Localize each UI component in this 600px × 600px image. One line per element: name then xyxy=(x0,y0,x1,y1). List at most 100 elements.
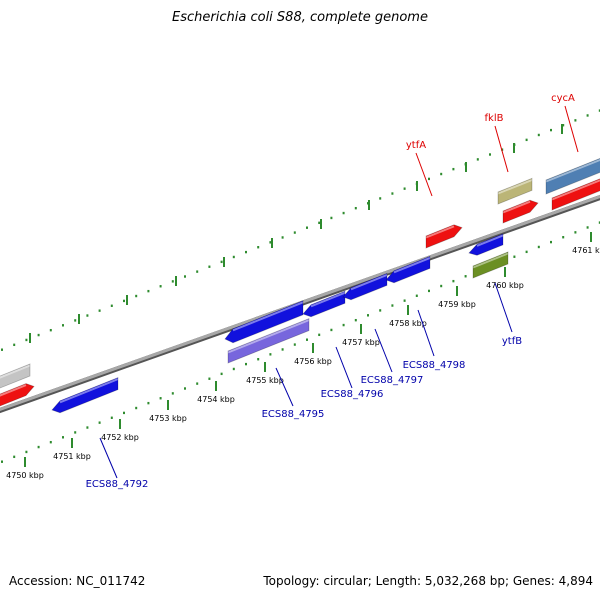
tick-dot xyxy=(110,304,113,307)
tick-dot xyxy=(354,318,357,322)
gene-fklB-olive-body xyxy=(498,178,532,204)
tick-dot xyxy=(220,372,223,376)
scale-label: 4756 kbp xyxy=(294,357,332,366)
genome-title: Escherichia coli S88, complete genome xyxy=(172,10,428,25)
label-ECS88-4795-line xyxy=(275,367,294,407)
tick-dot xyxy=(208,377,211,380)
scale-label: 4751 kbp xyxy=(53,452,91,461)
tick-dot xyxy=(245,250,247,254)
tick-dot xyxy=(98,421,101,424)
label-fklB-line xyxy=(494,125,509,173)
label-ECS88-4792-label: ECS88_4792 xyxy=(86,479,149,490)
tick-dot xyxy=(86,426,89,429)
gene-red-fklB-body xyxy=(503,200,538,223)
tick-dot xyxy=(257,246,260,249)
tick-dot xyxy=(232,255,235,259)
label-ECS88-4796-label: ECS88_4796 xyxy=(321,389,384,400)
gene-red-cycA-body xyxy=(552,178,600,210)
gene-ytfB-blue-body xyxy=(469,233,503,256)
tick-dot xyxy=(525,250,528,254)
gene-fklB-olive-outline xyxy=(497,177,533,205)
gene-cycA-blue-highlight xyxy=(545,158,600,183)
tick-dot xyxy=(220,260,223,264)
tick-dot xyxy=(171,280,174,283)
tick-dot xyxy=(574,231,577,234)
tick-dot xyxy=(391,192,394,195)
scale-label: 4761 kbp xyxy=(572,246,600,255)
tick-dot xyxy=(184,275,186,278)
gene-ECS88-4795-outline xyxy=(224,300,304,344)
gene-ytfB-green-outline xyxy=(472,251,509,279)
tick-dot xyxy=(135,294,138,298)
gene-red-fklB xyxy=(502,199,539,224)
scale-label: 4750 kbp xyxy=(6,471,44,480)
tick-dot xyxy=(428,289,430,293)
gene-ECS88-4798 xyxy=(385,255,431,284)
scale-label: 4754 kbp xyxy=(197,395,235,404)
tick-dot xyxy=(1,348,3,351)
gene-ECS88-4795-purple-outline xyxy=(227,318,310,364)
tick-dot xyxy=(269,241,272,244)
gene-red-left xyxy=(0,383,35,407)
tick-dot xyxy=(123,299,125,303)
tick-dot xyxy=(537,245,540,249)
tick-dot xyxy=(147,289,150,293)
gene-ytfB-green-body xyxy=(473,252,508,278)
gene-red-cycA xyxy=(551,178,600,211)
tick-dot xyxy=(562,124,565,127)
tick-dot xyxy=(598,221,600,224)
tick-dot xyxy=(196,382,199,385)
tick-dot xyxy=(513,255,516,258)
tick-dot xyxy=(452,167,455,171)
tick-dot xyxy=(501,148,504,151)
tick-dot xyxy=(74,319,77,322)
tick-dot xyxy=(25,338,28,342)
gene-red-cycA-highlight xyxy=(551,179,600,201)
label-fklB-label: fklB xyxy=(485,113,504,124)
tick-dot xyxy=(147,401,150,405)
tick-dot xyxy=(586,226,589,229)
tick-dot xyxy=(440,172,443,176)
tick-dot xyxy=(74,431,77,434)
gene-ECS88-4797-body xyxy=(343,273,387,300)
tick-dot xyxy=(318,333,321,337)
tick-dot xyxy=(62,324,64,327)
gene-red-fklB-outline xyxy=(502,199,539,224)
gene-ytfB-blue xyxy=(468,233,504,256)
gene-ytfB-green-highlight xyxy=(472,252,509,269)
tick-dot xyxy=(37,333,40,337)
tick-dot xyxy=(574,119,577,122)
tick-dot xyxy=(464,275,467,278)
tick-dot xyxy=(245,362,247,366)
scale-label: 4759 kbp xyxy=(438,300,476,309)
tick-dot xyxy=(391,304,394,307)
label-ytfA-label: ytfA xyxy=(406,140,426,151)
tick-dot xyxy=(62,436,64,439)
gene-ECS88-4796-highlight xyxy=(310,291,346,308)
tick-dot xyxy=(440,284,443,288)
label-ECS88-4796-line xyxy=(335,346,353,389)
tick-dot xyxy=(330,216,333,220)
gene-ytfB-green xyxy=(472,251,509,279)
scale-label: 4760 kbp xyxy=(486,281,524,290)
gene-ECS88-4795 xyxy=(224,300,304,344)
tick-dot xyxy=(330,328,333,332)
tick-dot xyxy=(269,353,272,356)
tick-dot xyxy=(476,158,479,161)
gene-gray-highlight xyxy=(0,364,31,379)
tick-dot xyxy=(562,236,565,239)
gene-ECS88-4798-outline xyxy=(385,255,431,284)
tick-dot xyxy=(550,128,552,132)
scale-label: 4757 kbp xyxy=(342,338,380,347)
label-ytfB-label: ytfB xyxy=(502,336,522,347)
tick-dot xyxy=(367,314,369,317)
tick-dot xyxy=(586,114,589,117)
tick-dot xyxy=(550,240,552,244)
scale-label-group: 4750 kbp 4751 kbp 4752 kbp 4753 kbp 4754 kbp… xyxy=(6,246,600,480)
tick-dot xyxy=(354,206,357,210)
scale-label: 4755 kbp xyxy=(246,376,284,385)
gene-ECS88-4795-highlight xyxy=(232,301,304,332)
label-ECS88-4798-line xyxy=(417,309,435,357)
gene-red-left-highlight xyxy=(0,384,27,397)
tick-dot xyxy=(98,309,101,312)
